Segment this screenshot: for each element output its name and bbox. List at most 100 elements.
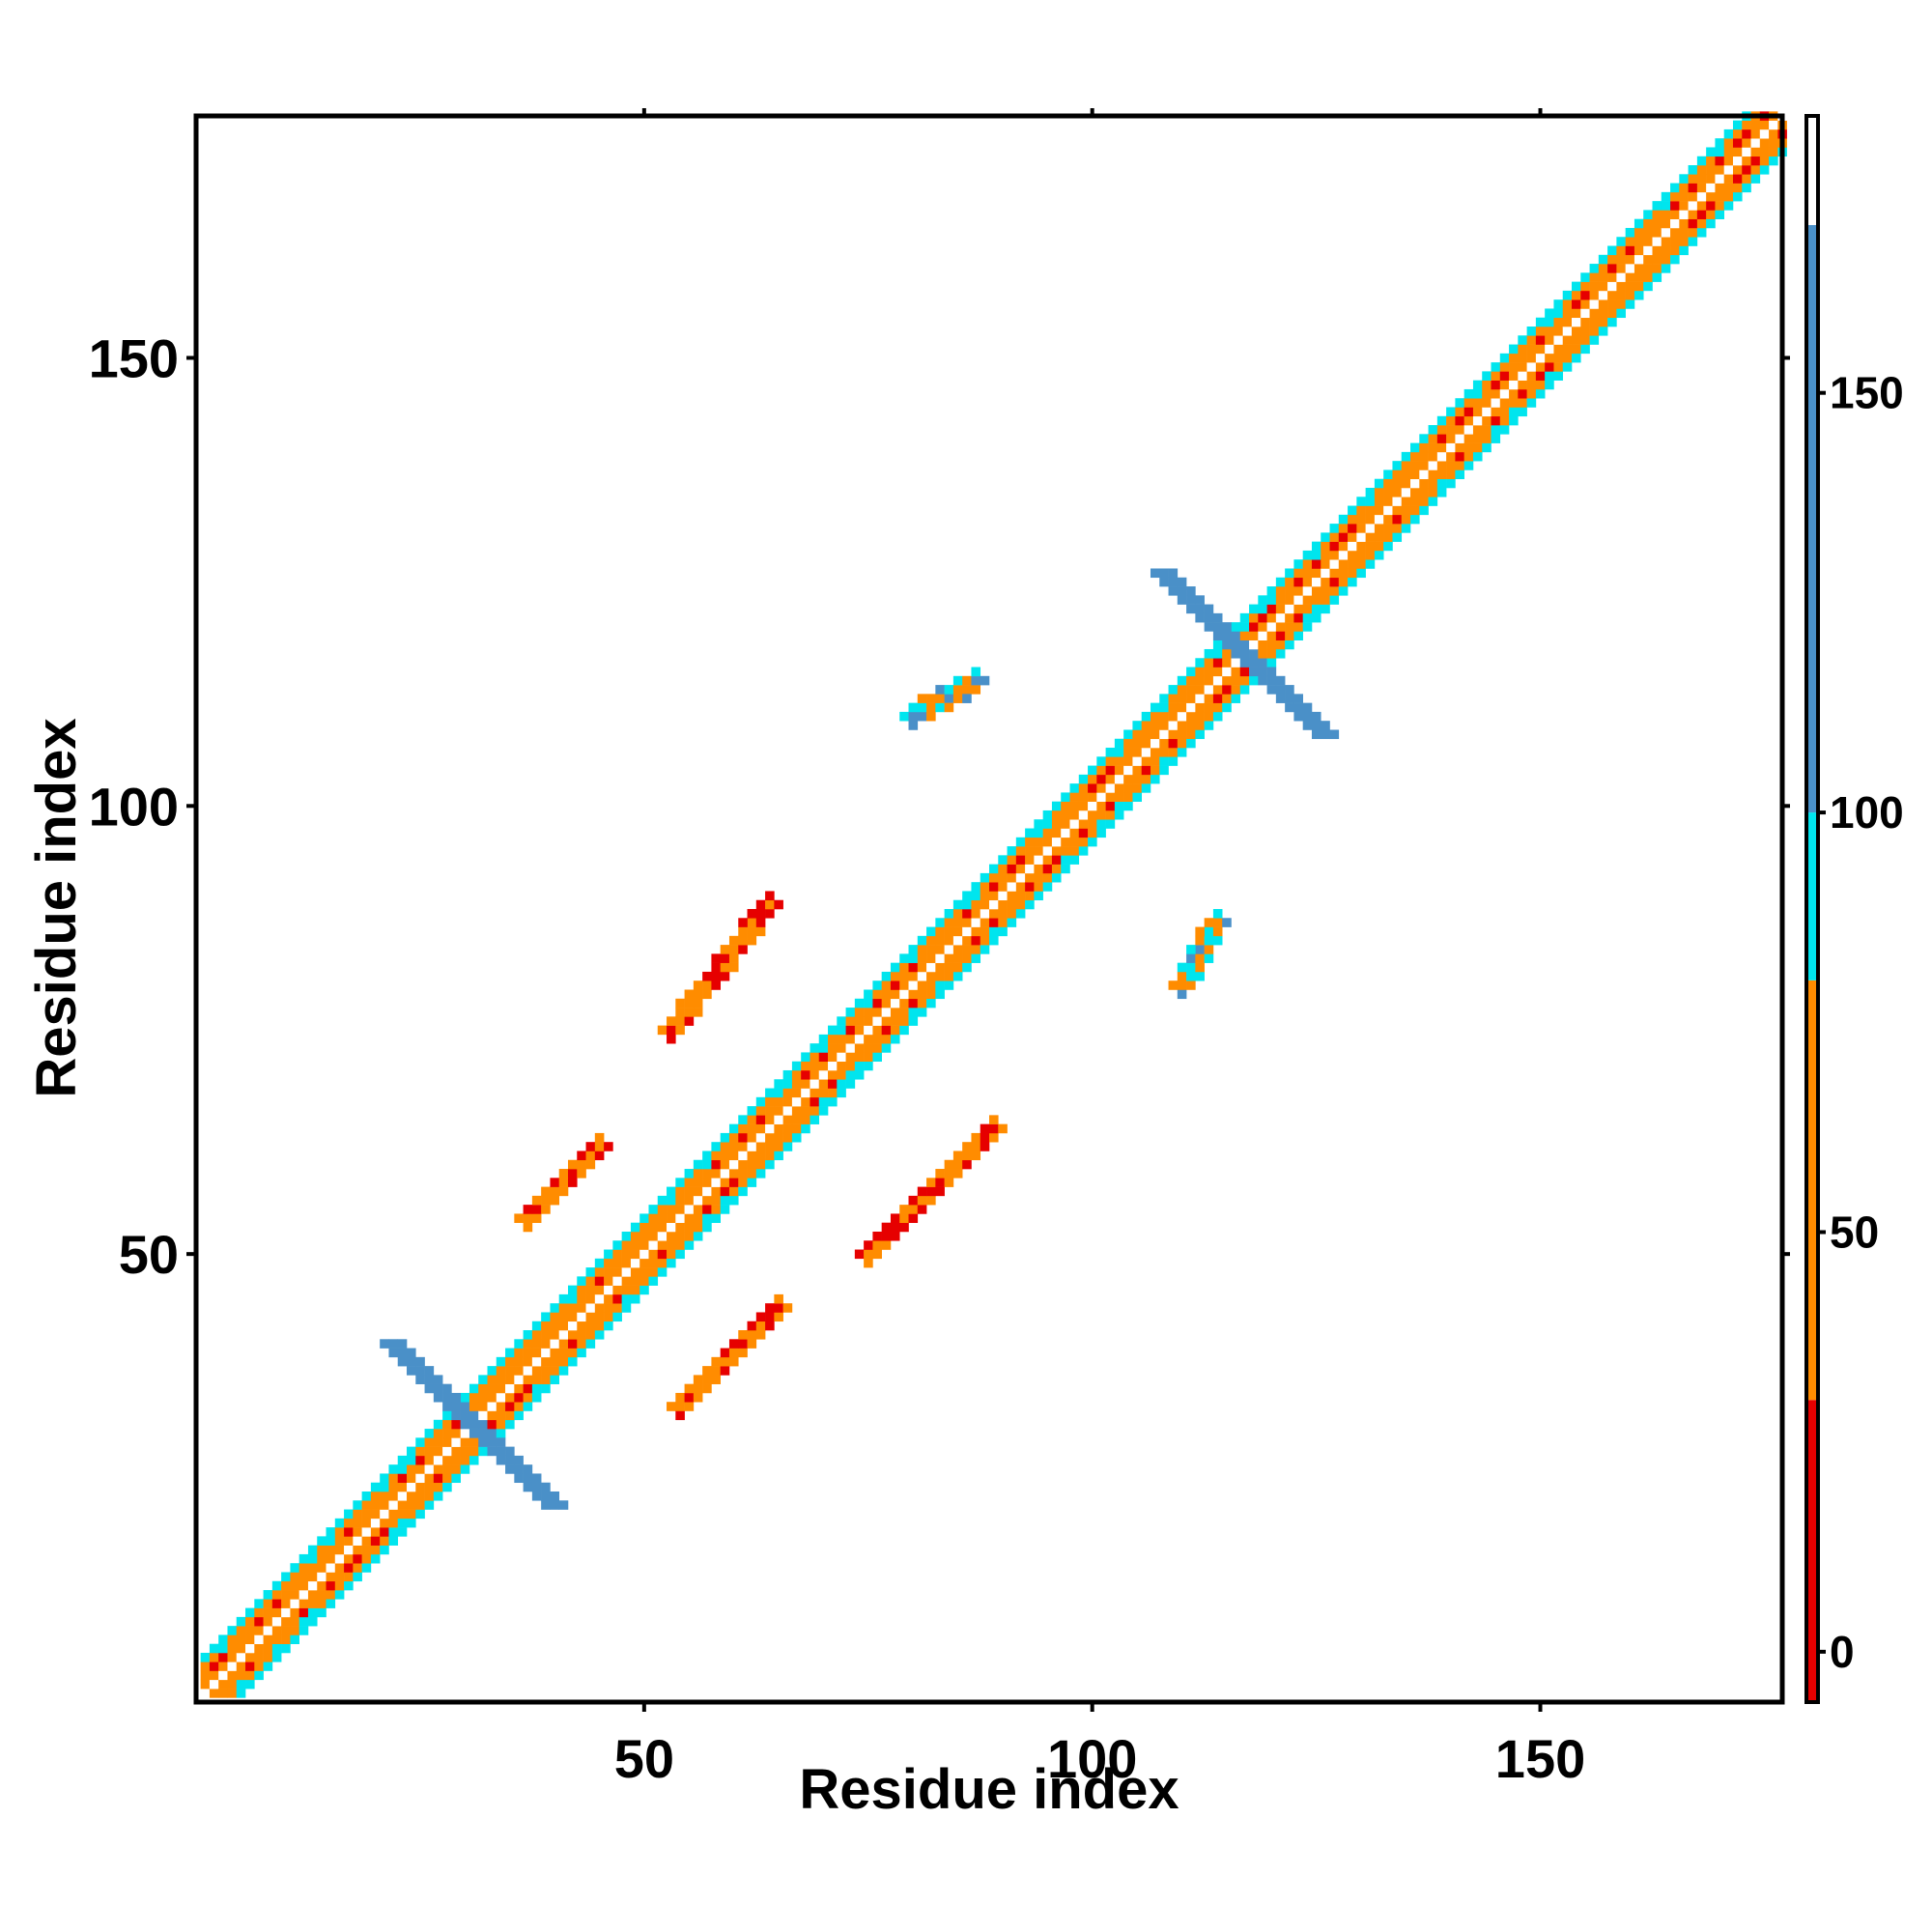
- heatmap-cell: [684, 1392, 695, 1403]
- heatmap-cell: [1212, 622, 1223, 632]
- heatmap-cell: [908, 953, 919, 963]
- heatmap-cell: [1239, 675, 1250, 686]
- heatmap-cell: [487, 1410, 497, 1421]
- heatmap-cell: [388, 1509, 399, 1520]
- heatmap-cell: [675, 1392, 685, 1403]
- heatmap-cell: [1051, 819, 1062, 829]
- heatmap-cell: [1491, 407, 1501, 417]
- heatmap-cell: [1679, 218, 1689, 229]
- heatmap-cell: [684, 1222, 695, 1233]
- heatmap-cell: [1598, 264, 1608, 273]
- heatmap-cell: [1509, 362, 1519, 372]
- heatmap-cell: [1509, 344, 1519, 355]
- heatmap-cell: [1285, 694, 1294, 703]
- heatmap-cell: [980, 909, 990, 919]
- heatmap-cell: [1670, 237, 1680, 246]
- heatmap-cell: [361, 1553, 372, 1564]
- heatmap-cell: [755, 1330, 766, 1340]
- heatmap-cell: [1562, 362, 1573, 372]
- heatmap-cell: [1625, 290, 1635, 300]
- heatmap-cell: [1589, 335, 1600, 345]
- heatmap-cell: [1034, 828, 1043, 838]
- heatmap-cell: [505, 1446, 515, 1457]
- heatmap-cell: [1616, 245, 1626, 256]
- heatmap-cell: [1078, 810, 1089, 820]
- heatmap-cell: [944, 962, 954, 973]
- heatmap-cell: [747, 1123, 757, 1134]
- heatmap-cell: [1679, 201, 1689, 211]
- heatmap-cell: [1634, 237, 1644, 246]
- heatmap-cell: [1239, 667, 1250, 677]
- heatmap-cell: [1410, 451, 1420, 462]
- heatmap-cell: [791, 1079, 802, 1089]
- heatmap-cell: [1105, 756, 1116, 766]
- heatmap-cell: [469, 1419, 479, 1430]
- heatmap-cell: [747, 1321, 757, 1331]
- heatmap-cell: [630, 1285, 640, 1295]
- heatmap-cell: [523, 1339, 533, 1349]
- heatmap-cell: [298, 1580, 309, 1591]
- heatmap-cell: [675, 1025, 685, 1036]
- heatmap-cell: [460, 1410, 470, 1421]
- heatmap-cell: [738, 945, 748, 954]
- heatmap-cell: [577, 1339, 586, 1349]
- heatmap-cell: [926, 962, 936, 973]
- heatmap-cell: [487, 1429, 497, 1438]
- heatmap-cell: [801, 1061, 810, 1071]
- heatmap-cell: [594, 1258, 605, 1268]
- heatmap-cell: [998, 1123, 1008, 1134]
- heatmap-cell: [585, 1276, 596, 1286]
- heatmap-cell: [1168, 685, 1179, 695]
- heatmap-cell: [675, 1186, 685, 1197]
- heatmap-cell: [720, 945, 730, 954]
- heatmap-cell: [648, 1213, 659, 1223]
- heatmap-cell: [1177, 577, 1187, 587]
- heatmap-cell: [1150, 729, 1160, 740]
- heatmap-cell: [523, 1464, 533, 1474]
- heatmap-cell: [433, 1473, 443, 1484]
- heatmap-cell: [514, 1410, 524, 1421]
- heatmap-cell: [872, 1052, 882, 1063]
- heatmap-cell: [1643, 227, 1653, 238]
- heatmap-cell: [1643, 254, 1653, 265]
- heatmap-cell: [612, 1240, 622, 1250]
- heatmap-cell: [1732, 138, 1743, 148]
- heatmap-cell: [630, 1231, 640, 1241]
- heatmap-cell: [567, 1159, 578, 1170]
- heatmap-cell: [774, 1142, 783, 1151]
- heatmap-cell: [344, 1536, 354, 1546]
- heatmap-cell: [1159, 694, 1169, 703]
- heatmap-cell: [1249, 658, 1259, 668]
- heatmap-cell: [675, 998, 685, 1009]
- heatmap-cell: [496, 1366, 506, 1376]
- heatmap-cell: [917, 989, 927, 1000]
- heatmap-cell: [1518, 335, 1527, 345]
- heatmap-cell: [801, 1069, 810, 1080]
- heatmap-cell: [460, 1464, 470, 1474]
- heatmap-cell: [1446, 415, 1456, 426]
- heatmap-cell: [433, 1446, 443, 1457]
- heatmap-cell: [720, 1178, 730, 1187]
- heatmap-cell: [917, 702, 927, 713]
- heatmap-cell: [1177, 586, 1187, 596]
- heatmap-cell: [1204, 604, 1214, 614]
- heatmap-cell: [1132, 748, 1143, 757]
- heatmap-cell: [1258, 667, 1267, 677]
- heatmap-cell: [1159, 756, 1169, 766]
- heatmap-cell: [818, 1043, 829, 1053]
- heatmap-cell: [1750, 174, 1761, 184]
- heatmap-cell: [989, 1132, 999, 1143]
- heatmap-cell: [1078, 846, 1089, 856]
- heatmap-cell: [496, 1356, 506, 1367]
- heatmap-cell: [702, 1169, 712, 1179]
- heatmap-cell: [496, 1455, 506, 1465]
- heatmap-cell: [1222, 694, 1232, 703]
- heatmap-cell: [1571, 317, 1581, 327]
- heatmap-cell: [765, 1151, 775, 1161]
- heatmap-cell: [397, 1500, 408, 1510]
- heatmap-cell: [1643, 245, 1653, 256]
- heatmap-cell: [1293, 586, 1303, 596]
- heatmap-cell: [1562, 290, 1573, 300]
- heatmap-cell: [971, 667, 981, 677]
- heatmap-cell: [1732, 156, 1743, 166]
